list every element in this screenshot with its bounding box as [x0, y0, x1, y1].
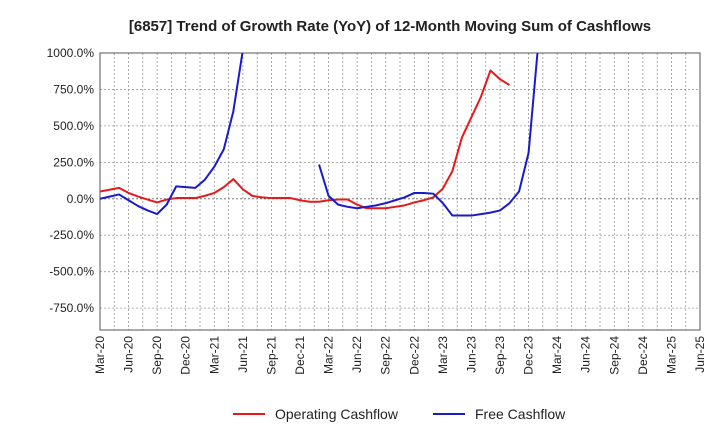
x-tick-label: Sep-23	[493, 336, 507, 375]
x-tick-label: Jun-20	[122, 336, 136, 373]
free-cashflow-legend-label: Free Cashflow	[475, 406, 566, 422]
x-tick-label: Dec-20	[179, 336, 193, 375]
x-tick-label: Sep-24	[607, 336, 621, 375]
x-tick-label: Jun-25	[693, 336, 707, 373]
y-tick-label: 0.0%	[67, 192, 95, 206]
x-tick-label: Dec-21	[293, 336, 307, 375]
y-tick-label: 500.0%	[53, 119, 94, 133]
legend: Operating Cashflow Free Cashflow	[233, 406, 566, 422]
x-tick-label: Dec-24	[636, 336, 650, 375]
grid-layer	[100, 53, 700, 330]
x-tick-label: Mar-20	[93, 336, 107, 374]
y-tick-label: 1000.0%	[47, 46, 95, 60]
y-tick-label: -250.0%	[49, 228, 94, 242]
x-tick-label: Sep-21	[264, 336, 278, 375]
x-tick-label: Mar-23	[436, 336, 450, 374]
x-tick-label: Mar-21	[207, 336, 221, 374]
x-tick-labels: Mar-20 Jun-20 Sep-20 Dec-20 Mar-21 Jun-21 Sep-…	[93, 336, 707, 375]
x-tick-label: Mar-22	[322, 336, 336, 374]
y-tick-label: -750.0%	[49, 301, 94, 315]
y-tick-labels: 1000.0% 750.0% 500.0% 250.0% 0.0% -250.0% -500…	[47, 46, 95, 315]
y-tick-label: 750.0%	[53, 82, 94, 96]
free-cashflow-line	[100, 53, 539, 217]
x-tick-label: Jun-23	[464, 336, 478, 373]
x-tick-label: Sep-20	[150, 336, 164, 375]
x-tick-label: Dec-23	[522, 336, 536, 375]
x-tick-label: Jun-21	[236, 336, 250, 373]
y-tick-label: 250.0%	[53, 155, 94, 169]
y-tick-label: -500.0%	[49, 265, 94, 279]
x-tick-label: Jun-22	[350, 336, 364, 373]
x-tick-label: Mar-24	[550, 336, 564, 374]
x-tick-label: Jun-24	[579, 336, 593, 373]
chart-title: [6857] Trend of Growth Rate (YoY) of 12-…	[129, 18, 651, 35]
operating-cashflow-line	[100, 69, 511, 210]
x-tick-label: Dec-22	[407, 336, 421, 375]
series-layer	[100, 53, 539, 217]
x-tick-label: Mar-25	[664, 336, 678, 374]
x-tick-label: Sep-22	[379, 336, 393, 375]
operating-cashflow-legend-label: Operating Cashflow	[275, 406, 399, 422]
